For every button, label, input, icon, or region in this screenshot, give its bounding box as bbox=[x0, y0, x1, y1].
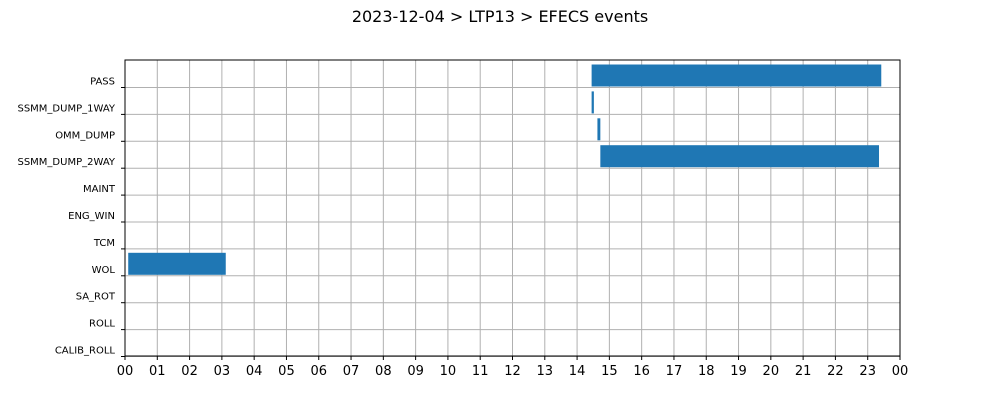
x-tick-label: 00 bbox=[117, 364, 134, 379]
y-tick-label: SA_ROT bbox=[76, 292, 116, 303]
x-tick-label: 18 bbox=[698, 364, 715, 379]
x-tick-label: 03 bbox=[214, 364, 231, 379]
x-tick-label: 12 bbox=[504, 364, 521, 379]
plot-frame bbox=[124, 59, 901, 357]
y-tick-label: PASS bbox=[90, 77, 115, 88]
event-bar-ssmm-dump-1way bbox=[591, 91, 594, 114]
x-tick-label: 09 bbox=[407, 364, 424, 379]
chart-title: 2023-12-04 > LTP13 > EFECS events bbox=[352, 7, 648, 26]
y-tick-label: SSMM_DUMP_1WAY bbox=[17, 103, 115, 114]
event-bar-ssmm-dump-2way bbox=[600, 145, 880, 168]
x-tick-label: 07 bbox=[343, 364, 360, 379]
x-tick-label: 15 bbox=[601, 364, 618, 379]
y-tick-label: CALIB_ROLL bbox=[55, 346, 116, 357]
x-tick-label: 08 bbox=[375, 364, 392, 379]
y-tick-label: MAINT bbox=[83, 184, 116, 195]
x-tick-label: 16 bbox=[633, 364, 650, 379]
x-tick-label: 02 bbox=[181, 364, 198, 379]
x-tick-label: 05 bbox=[278, 364, 295, 379]
x-axis-ticks: 00 01 02 03 04 05 06 07 08 09 10 11 12 13 14 15 16 17 18 19… bbox=[117, 356, 909, 379]
y-tick-label: ROLL bbox=[89, 319, 115, 330]
y-tick-label: SSMM_DUMP_2WAY bbox=[17, 157, 115, 168]
x-tick-label: 23 bbox=[859, 364, 876, 379]
x-tick-label: 11 bbox=[472, 364, 489, 379]
y-tick-label: OMM_DUMP bbox=[55, 130, 115, 141]
event-bars bbox=[128, 64, 882, 275]
x-tick-label: 13 bbox=[537, 364, 554, 379]
x-tick-label: 17 bbox=[666, 364, 683, 379]
x-tick-label: 19 bbox=[730, 364, 747, 379]
event-bar-pass bbox=[591, 64, 882, 87]
y-tick-label: TCM bbox=[93, 238, 115, 249]
event-bar-wol bbox=[128, 252, 226, 275]
grid bbox=[124, 60, 901, 357]
y-axis-ticks: PASS SSMM_DUMP_1WAY OMM_DUMP SSMM_DUMP_2WAY… bbox=[17, 77, 125, 357]
x-tick-label: 01 bbox=[149, 364, 166, 379]
x-tick-label: 20 bbox=[763, 364, 780, 379]
y-tick-label: WOL bbox=[92, 265, 116, 276]
x-tick-label: 06 bbox=[310, 364, 327, 379]
x-tick-label: 14 bbox=[569, 364, 586, 379]
y-tick-label: ENG_WIN bbox=[68, 211, 115, 222]
event-bar-omm-dump bbox=[597, 118, 601, 141]
x-tick-label: 22 bbox=[827, 364, 844, 379]
x-tick-label: 21 bbox=[795, 364, 812, 379]
x-tick-label: 04 bbox=[246, 364, 263, 379]
x-tick-label: 00 bbox=[892, 364, 909, 379]
x-tick-label: 10 bbox=[440, 364, 457, 379]
